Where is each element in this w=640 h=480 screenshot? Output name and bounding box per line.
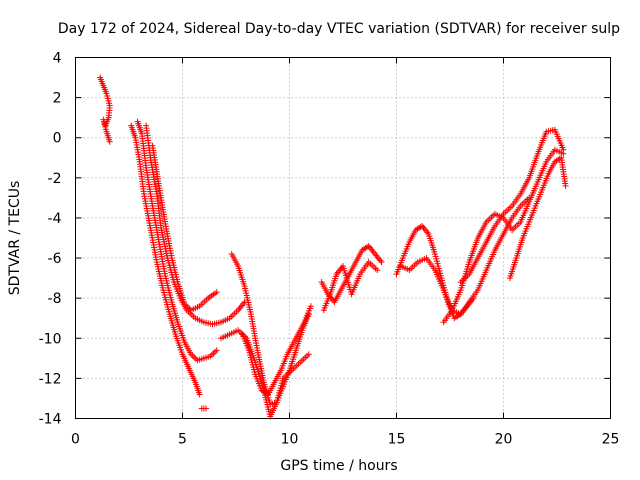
x-tick-label: 10 bbox=[281, 432, 299, 448]
chart-title: Day 172 of 2024, Sidereal Day-to-day VTE… bbox=[58, 21, 620, 37]
data-point bbox=[213, 347, 220, 354]
series-arc-4 bbox=[143, 122, 248, 328]
y-tick-label: -10 bbox=[39, 331, 62, 347]
points-layer bbox=[97, 74, 569, 420]
x-tick-label: 20 bbox=[495, 432, 513, 448]
series-arc-3 bbox=[134, 118, 220, 364]
data-point bbox=[196, 391, 203, 398]
y-tick-label: -6 bbox=[48, 251, 62, 267]
x-axis-label: GPS time / hours bbox=[280, 458, 397, 474]
data-point bbox=[378, 259, 385, 266]
y-tick-label: -2 bbox=[48, 171, 62, 187]
y-axis-label: SDTVAR / TECUs bbox=[7, 181, 23, 296]
series-arc-1 bbox=[97, 74, 113, 145]
data-point bbox=[560, 146, 567, 153]
tick-layer: 0 5 10 15 20 25 -14 -12 -10 -8 -6 -4 -2 0 2 4 bbox=[39, 51, 620, 448]
y-tick-label: 0 bbox=[53, 131, 62, 147]
series-arc-13 bbox=[397, 194, 533, 318]
series-arc-15 bbox=[457, 126, 567, 286]
y-tick-label: -8 bbox=[48, 291, 62, 307]
y-tick-label: 4 bbox=[53, 51, 62, 67]
plot-frame bbox=[75, 57, 611, 419]
data-point bbox=[307, 303, 314, 310]
x-tick-label: 25 bbox=[602, 432, 620, 448]
y-tick-label: -14 bbox=[39, 412, 62, 428]
x-tick-label: 5 bbox=[178, 432, 187, 448]
x-tick-label: 0 bbox=[71, 432, 80, 448]
y-tick-label: -12 bbox=[39, 371, 62, 387]
y-tick-label: -4 bbox=[48, 211, 62, 227]
data-point bbox=[305, 351, 312, 358]
data-point bbox=[213, 289, 220, 296]
data-point bbox=[374, 267, 381, 274]
data-point bbox=[562, 182, 569, 189]
series-arc-9 bbox=[239, 303, 314, 398]
series-arc-6 bbox=[198, 405, 210, 412]
data-point bbox=[106, 138, 113, 145]
series-arc-2 bbox=[128, 122, 203, 398]
data-point bbox=[203, 405, 210, 412]
series-arc-5 bbox=[149, 142, 220, 314]
y-tick-label: 2 bbox=[53, 91, 62, 107]
series-arc-14 bbox=[440, 146, 567, 326]
x-tick-label: 15 bbox=[388, 432, 406, 448]
series-arc-16 bbox=[506, 154, 569, 282]
series-arc-11 bbox=[320, 259, 381, 314]
